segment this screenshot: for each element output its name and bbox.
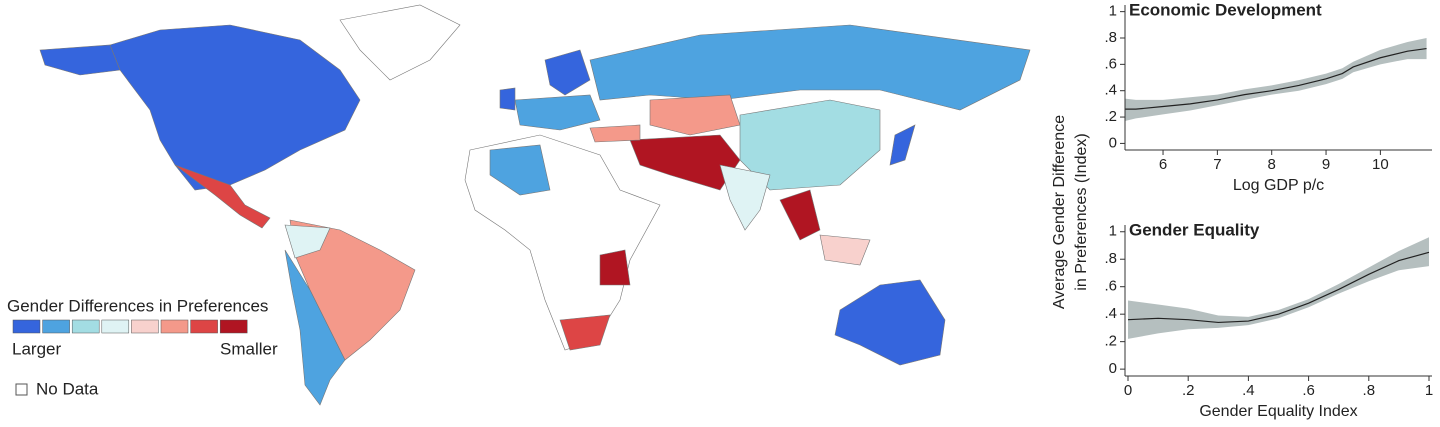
land	[589, 124, 641, 143]
x-tick-label: 6	[1159, 156, 1167, 173]
land	[649, 94, 741, 136]
land	[834, 279, 946, 366]
y-tick-label: .4	[1104, 305, 1117, 322]
y-axis-label: in Preferences (Index)	[1073, 133, 1090, 290]
legend-title: Gender Differences in Preferences	[7, 296, 268, 315]
y-axis-label: Average Gender Difference	[1051, 115, 1068, 309]
land	[174, 164, 271, 229]
land	[559, 314, 611, 351]
x-tick-label: 1	[1425, 382, 1433, 399]
y-tick-label: .6	[1104, 278, 1117, 295]
land	[339, 4, 461, 81]
confidence-band	[1125, 37, 1427, 122]
y-tick-label: .2	[1104, 333, 1117, 350]
x-tick-label: .2	[1182, 382, 1195, 399]
map-legend: Gender Differences in Preferences Larger…	[7, 296, 278, 398]
no-data-swatch	[15, 383, 28, 396]
legend-high: Smaller	[220, 339, 278, 358]
x-tick-label: 10	[1372, 156, 1389, 173]
x-tick-label: .4	[1242, 382, 1255, 399]
legend-swatch	[42, 319, 70, 334]
y-tick-label: .4	[1104, 82, 1117, 99]
land	[544, 49, 591, 96]
y-tick-label: .6	[1104, 55, 1117, 72]
land	[109, 24, 361, 191]
land	[599, 249, 631, 286]
land	[514, 94, 601, 131]
land	[499, 87, 516, 111]
legend-swatch	[101, 319, 130, 334]
land	[739, 99, 881, 191]
land	[489, 144, 551, 196]
confidence-band	[1128, 237, 1429, 339]
land	[589, 24, 1031, 111]
land	[719, 164, 771, 231]
land	[779, 189, 821, 241]
x-tick-label: .6	[1302, 382, 1315, 399]
chart-title: Gender Equality	[1129, 220, 1260, 239]
y-tick-label: .8	[1104, 250, 1117, 267]
land	[39, 44, 121, 76]
trend-line	[1125, 47, 1427, 110]
legend-swatch	[12, 319, 41, 334]
y-tick-label: .8	[1104, 29, 1117, 46]
y-tick-label: 0	[1109, 360, 1117, 377]
legend-swatch	[71, 319, 100, 334]
world-map	[39, 4, 1031, 406]
land	[289, 219, 416, 361]
trend-line	[1127, 251, 1430, 324]
x-tick-label: 0	[1124, 382, 1132, 399]
y-tick-label: 1	[1109, 223, 1117, 240]
land	[819, 234, 871, 266]
x-tick-label: .8	[1363, 382, 1376, 399]
x-axis-label: Gender Equality Index	[1199, 403, 1357, 420]
no-data-label: No Data	[36, 379, 99, 398]
x-tick-label: 7	[1213, 156, 1221, 173]
legend-swatch	[131, 319, 159, 334]
x-tick-label: 8	[1268, 156, 1276, 173]
y-tick-label: .2	[1104, 108, 1117, 125]
y-tick-label: 1	[1109, 3, 1117, 20]
land	[629, 134, 741, 191]
legend-swatch	[160, 319, 189, 334]
x-axis-label: Log GDP p/c	[1233, 177, 1324, 194]
chart-title: Economic Development	[1129, 0, 1322, 19]
legend-swatch	[219, 319, 248, 334]
land	[889, 124, 916, 166]
legend-low: Larger	[12, 339, 61, 358]
x-tick-label: 9	[1322, 156, 1330, 173]
land	[284, 249, 346, 406]
legend-swatch	[190, 319, 218, 334]
y-tick-label: 0	[1109, 134, 1117, 151]
land	[284, 224, 331, 259]
